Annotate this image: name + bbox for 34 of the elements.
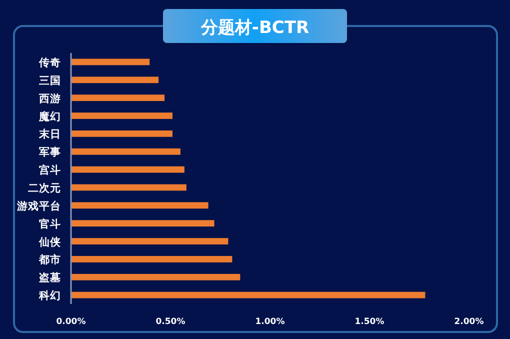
y-tick-label: 二次元 [28,182,61,194]
bar [71,166,184,173]
bar [71,256,232,262]
y-tick-label: 西游 [38,92,61,105]
y-tick-label: 科幻 [38,289,61,302]
bar [71,112,172,119]
x-tick-label: 0.00% [56,317,86,327]
x-tick-label: 1.00% [255,317,286,327]
bar [71,238,228,244]
y-tick-label: 军事 [39,146,61,159]
bar [71,94,165,102]
y-tick-label: 官斗 [39,217,61,230]
bar [71,274,240,280]
bar [71,202,208,209]
bar [71,130,172,137]
y-tick-label: 魔幻 [38,110,61,123]
y-tick-label: 盗墓 [39,271,61,284]
x-tick-label: 0.50% [156,317,186,327]
y-tick-label: 末日 [38,128,61,141]
y-tick-label: 游戏平台 [16,199,61,212]
y-tick-label: 仙侠 [38,235,61,248]
bar [71,292,426,298]
x-tick-label: 1.50% [354,317,385,327]
bar [71,148,180,155]
bar [71,220,214,227]
x-tick-label: 2.00% [454,317,484,327]
y-tick-label: 宫斗 [39,164,61,177]
bar [71,76,159,84]
y-tick-label: 都市 [38,253,61,266]
bar [71,184,186,191]
chart-title: 分题材-BCTR [200,18,310,38]
bar [71,58,150,66]
y-tick-label: 三国 [39,74,61,87]
y-tick-label: 传奇 [38,56,61,69]
